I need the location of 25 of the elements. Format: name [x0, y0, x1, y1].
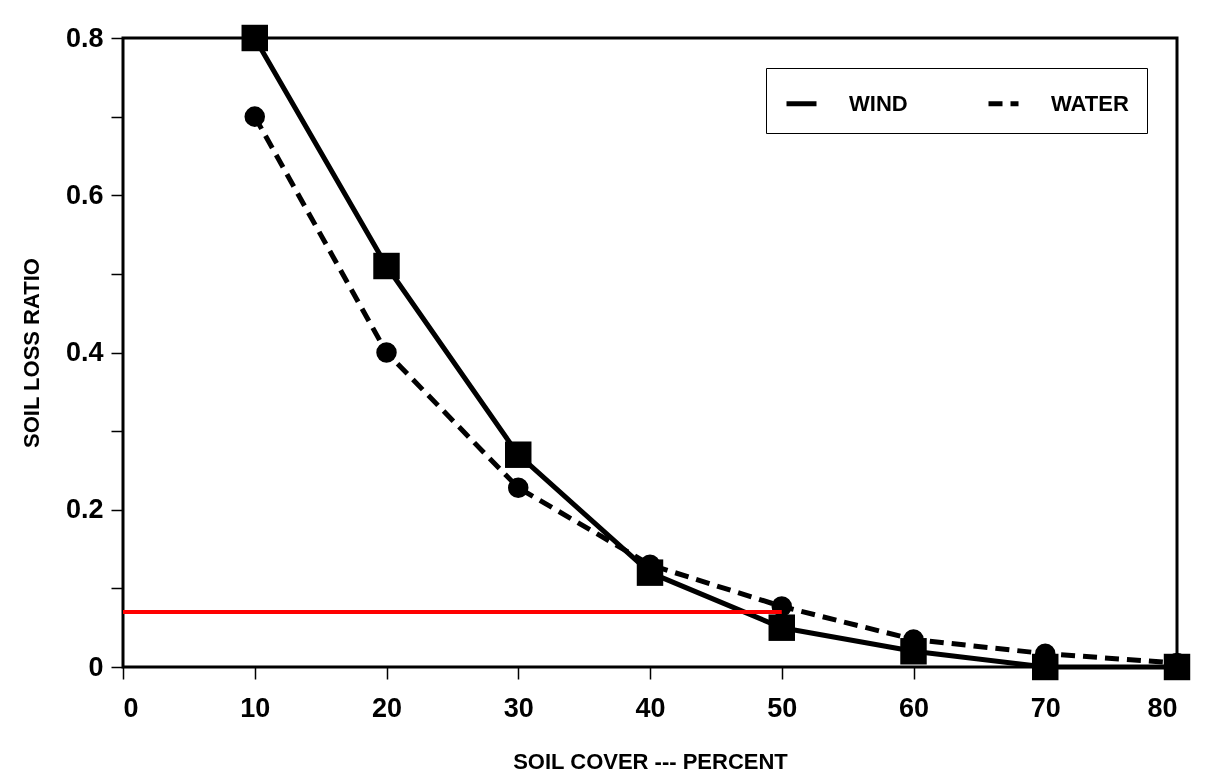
- point: [376, 342, 397, 363]
- x-tick-label: 60: [898, 692, 930, 723]
- point: [373, 252, 400, 280]
- point: [508, 477, 529, 498]
- y-tick-label: 0: [88, 651, 104, 682]
- x-tick-label: 70: [1030, 692, 1061, 723]
- x-tick-label: 20: [371, 692, 403, 723]
- legend-label: WATER: [1051, 90, 1129, 116]
- x-axis-title: SOIL COVER --- PERCENT: [513, 748, 789, 774]
- legend-label: WIND: [849, 90, 908, 116]
- y-axis-title: SOIL LOSS RATIO: [18, 258, 44, 448]
- point: [241, 24, 268, 52]
- point: [505, 441, 532, 468]
- y-tick-label: 0.8: [65, 22, 104, 53]
- x-tick-label: 50: [767, 692, 798, 723]
- point: [244, 106, 265, 127]
- x-tick-label: 40: [635, 692, 666, 723]
- y-tick-label: 0.2: [65, 494, 104, 525]
- x-tick-label: 80: [1147, 692, 1178, 723]
- x-tick-label: 0: [123, 692, 139, 723]
- point: [768, 614, 795, 641]
- y-tick-label: 0.6: [65, 179, 104, 210]
- x-tick-label: 10: [240, 692, 271, 723]
- y-tick-label: 0.4: [65, 337, 104, 367]
- x-tick-label: 30: [503, 692, 534, 723]
